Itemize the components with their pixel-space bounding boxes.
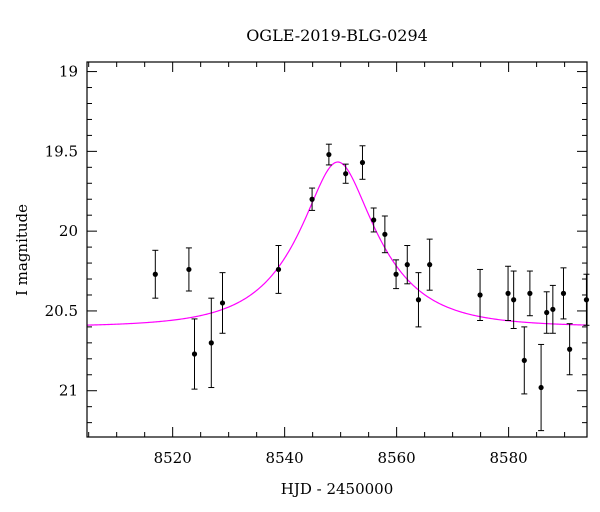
data-point [393,259,400,290]
data-point [208,297,215,389]
x-tick-label: 8540 [266,449,304,467]
y-tick-label: 19 [59,63,78,81]
data-point [543,291,550,334]
data-point [477,268,484,322]
data-point [185,247,192,292]
chart-title: OGLE-2019-BLG-0294 [246,26,428,45]
x-tick-label: 8580 [490,449,528,467]
data-point [152,249,159,299]
data-marker [415,297,422,303]
data-marker [427,262,433,268]
y-axis-label: I magnitude [13,204,31,296]
y-tick-label: 20.5 [45,302,78,320]
x-tick-label: 8520 [154,449,192,467]
data-point [191,318,198,390]
data-point [275,245,282,294]
data-marker [186,266,192,273]
data-marker [567,346,573,352]
data-marker [326,151,332,158]
data-marker [404,262,410,268]
data-point [415,272,422,328]
x-axis-label: HJD - 2450000 [281,480,394,498]
data-marker [309,196,315,202]
data-point [526,270,533,317]
data-marker [477,292,483,298]
data-marker [560,290,567,296]
data-marker [527,290,533,296]
data-marker [505,290,511,296]
data-point [549,284,556,334]
x-tick-label: 8560 [378,449,416,467]
data-marker [511,297,517,303]
data-marker [343,171,349,177]
data-point [538,343,545,432]
data-marker [544,309,550,316]
data-marker [152,271,158,277]
data-point [521,326,528,395]
data-marker [208,340,214,346]
data-marker [191,351,198,357]
data-marker [359,159,366,166]
data-marker [550,306,556,312]
data-point [309,187,316,211]
data-point [370,207,377,233]
data-point [566,323,573,376]
model-curve [86,161,588,326]
data-point [381,215,388,254]
data-point [359,145,366,180]
data-point [342,163,349,184]
data-marker [219,300,226,306]
data-point [560,267,567,320]
data-point [510,270,517,329]
data-point [505,265,512,322]
data-marker [382,231,388,237]
y-tick-label: 20 [59,222,78,240]
data-marker [275,266,282,273]
data-point [404,245,411,285]
data-marker [538,384,544,391]
data-point [426,238,433,291]
data-point [325,143,332,166]
plot-frame [86,61,588,438]
y-tick-label: 19.5 [45,142,78,160]
data-point [219,272,226,334]
data-marker [371,217,377,223]
data-marker [393,271,399,277]
y-tick-label: 21 [59,382,78,400]
data-marker [521,357,527,364]
